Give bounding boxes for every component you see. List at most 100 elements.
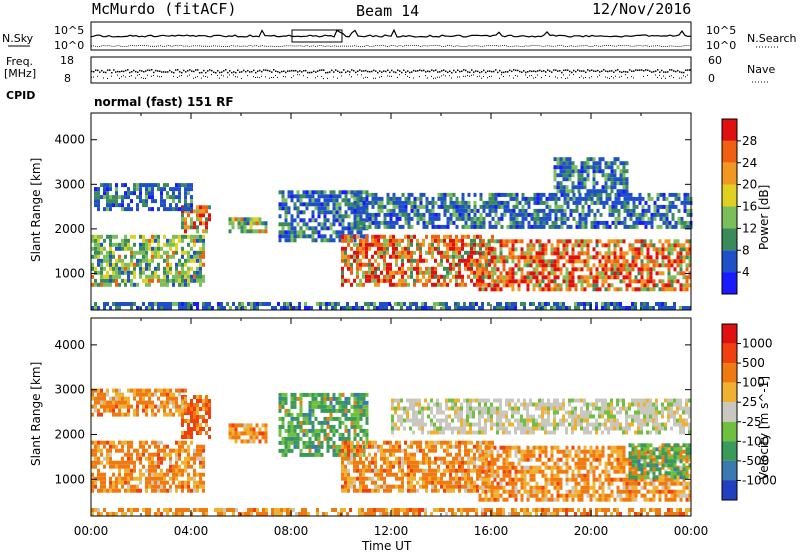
echo-cell (616, 243, 620, 248)
echo-cell (284, 238, 288, 243)
echo-cell (106, 456, 109, 461)
echo-cell (323, 436, 327, 441)
freq-dot (621, 71, 623, 74)
echo-cell (190, 266, 193, 271)
echo-cell (341, 440, 345, 445)
nave-dot (187, 75, 188, 77)
echo-cell (334, 306, 337, 310)
echo-cell (293, 444, 297, 449)
echo-cell (323, 234, 327, 239)
echo-cell (685, 263, 689, 268)
echo-cell (347, 472, 350, 477)
echo-cell (190, 399, 193, 403)
nave-dot (205, 76, 206, 77)
echo-cell (377, 468, 380, 473)
echo-cell (118, 396, 121, 401)
echo-cell (578, 216, 582, 221)
echo-cell (613, 239, 617, 244)
echo-cell (458, 258, 461, 263)
echo-cell (103, 258, 106, 263)
echo-cell (133, 183, 136, 188)
echo-cell (526, 259, 530, 264)
freq-dot (91, 70, 93, 73)
echo-cell (446, 444, 449, 449)
echo-cell (350, 266, 353, 271)
echo-cell (253, 302, 256, 306)
echo-cell (623, 220, 627, 225)
echo-cell (449, 242, 452, 247)
echo-cell (359, 428, 363, 433)
echo-cell (514, 255, 518, 260)
echo-cell (109, 238, 112, 243)
echo-cell (157, 183, 160, 188)
echo-cell (314, 416, 318, 421)
echo-cell (538, 255, 542, 260)
nave-dot (135, 77, 136, 79)
echo-cell (515, 192, 519, 197)
echo-cell (580, 173, 584, 178)
echo-cell (344, 262, 347, 267)
echo-cell (667, 239, 671, 244)
echo-cell (670, 287, 674, 292)
echo-cell (380, 456, 383, 461)
echo-cell (290, 420, 294, 425)
echo-cell (118, 480, 121, 485)
power-ylabel: Slant Range [km] (29, 158, 43, 262)
echo-cell (181, 484, 184, 489)
echo-cell (205, 423, 208, 427)
echo-cell (112, 484, 115, 489)
echo-cell (353, 476, 356, 481)
echo-cell (550, 247, 554, 252)
echo-cell (139, 480, 142, 485)
echo-cell (328, 302, 331, 306)
nave-dot (525, 74, 526, 76)
echo-cell (127, 207, 130, 212)
echo-cell (187, 444, 190, 449)
echo-cell (437, 224, 441, 229)
echo-cell (169, 412, 172, 417)
echo-cell (502, 239, 506, 244)
echo-cell (112, 250, 115, 255)
freq-dot (365, 69, 367, 72)
echo-cell (602, 204, 606, 209)
echo-cell (228, 229, 232, 234)
echo-cell (240, 439, 244, 444)
echo-cell (166, 468, 169, 473)
echo-cell (190, 435, 193, 439)
echo-cell (656, 196, 660, 201)
echo-cell (196, 423, 199, 427)
echo-cell (100, 412, 103, 417)
echo-cell (184, 411, 187, 415)
echo-cell (311, 400, 315, 405)
echo-cell (184, 302, 187, 306)
freq-dot (249, 71, 251, 73)
echo-cell (344, 246, 347, 251)
echo-cell (353, 254, 356, 259)
echo-cell (106, 452, 109, 457)
echo-cell (683, 196, 687, 201)
echo-cell (398, 448, 401, 453)
freq-dot (177, 69, 179, 71)
echo-cell (541, 243, 545, 248)
echo-cell (434, 440, 437, 445)
echo-cell (650, 224, 654, 229)
echo-cell (115, 448, 118, 453)
echo-cell (169, 262, 172, 267)
freq-dot (521, 71, 523, 73)
echo-cell (124, 476, 127, 481)
echo-cell (187, 183, 190, 188)
echo-cell (395, 448, 398, 453)
nave-dot (357, 74, 358, 76)
echo-cell (502, 243, 506, 248)
echo-cell (452, 200, 456, 205)
nave-dot (333, 76, 334, 78)
echo-cell (308, 226, 312, 231)
echo-cell (361, 306, 364, 310)
echo-cell (524, 208, 528, 213)
echo-cell (103, 444, 106, 449)
echo-cell (428, 480, 431, 485)
echo-cell (353, 468, 356, 473)
nave-dot (299, 74, 300, 76)
echo-cell (631, 255, 635, 260)
echo-cell (641, 220, 645, 225)
